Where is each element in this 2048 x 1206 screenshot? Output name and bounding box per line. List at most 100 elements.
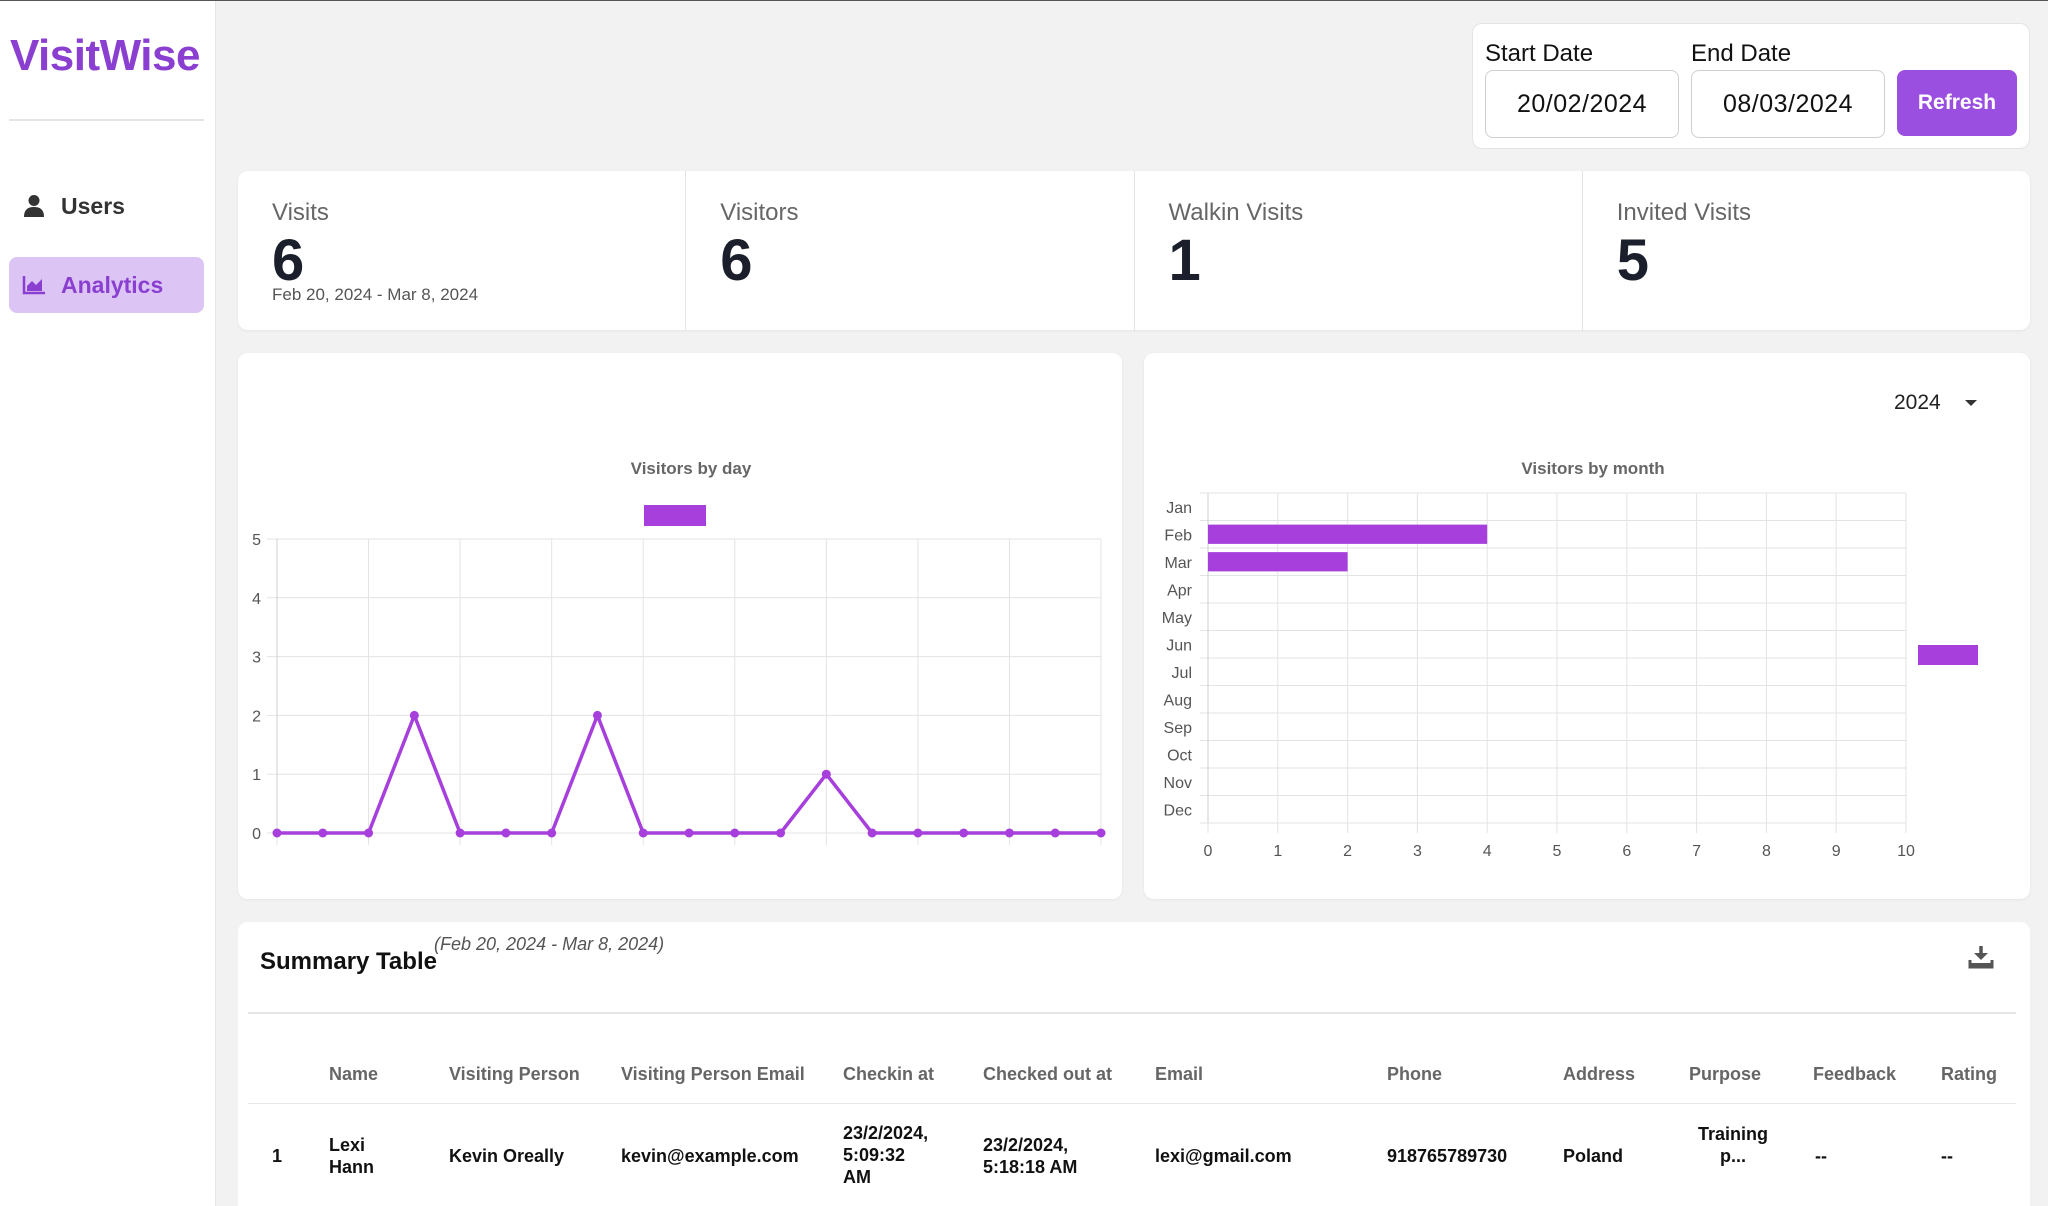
cell-visiting-person-email: kevin@example.com xyxy=(621,1146,799,1166)
data-point xyxy=(776,828,786,838)
stat-visitors: Visitors 6 xyxy=(686,171,1135,330)
stat-visits: Visits 6 Feb 20, 2024 - Mar 8, 2024 xyxy=(238,171,687,330)
column-header-rating[interactable]: Rating xyxy=(1941,1064,1997,1084)
y-tick-label: Oct xyxy=(1167,747,1192,764)
legend-swatch xyxy=(1918,645,1978,665)
y-tick-label: Jul xyxy=(1172,665,1192,682)
y-tick-label: Mar xyxy=(1164,555,1192,572)
data-point xyxy=(867,828,877,838)
stat-label: Walkin Visits xyxy=(1168,199,1304,226)
stats-bar: Visits 6 Feb 20, 2024 - Mar 8, 2024 Visi… xyxy=(238,171,2030,330)
cell-checkout-line: 23/2/2024, xyxy=(983,1135,1069,1155)
stat-label: Visitors xyxy=(720,199,799,226)
cell-checkin-at: 23/2/2024, 5:09:32 AM xyxy=(843,1122,928,1188)
column-header-phone[interactable]: Phone xyxy=(1387,1064,1443,1084)
data-point xyxy=(501,828,511,838)
data-point xyxy=(1050,828,1060,838)
data-point xyxy=(684,828,694,838)
cell-feedback: -- xyxy=(1815,1146,1827,1166)
data-point xyxy=(638,828,648,838)
y-tick-label: Jun xyxy=(1166,637,1192,654)
data-point xyxy=(364,828,374,838)
cell-address: Poland xyxy=(1563,1146,1624,1166)
end-date-label: End Date xyxy=(1691,40,1792,67)
data-point xyxy=(409,710,419,720)
start-date-label: Start Date xyxy=(1485,40,1594,67)
divider xyxy=(248,1103,2016,1104)
cell-visiting-person: Kevin Oreally xyxy=(449,1146,565,1166)
column-header-purpose[interactable]: Purpose xyxy=(1689,1064,1762,1084)
y-tick-label: Dec xyxy=(1164,802,1192,819)
data-point xyxy=(547,828,557,838)
visitors-by-month-card: 2024 Visitors by month 0 1 2 3 4 5 6 7 8 9 10 Jan Feb… xyxy=(1144,353,2030,899)
visitors-by-day-chart: Visitors by day 0 1 2 3 4 5 xyxy=(252,459,1106,845)
legend-swatch xyxy=(644,505,706,526)
stat-value: 1 xyxy=(1168,228,1201,293)
x-tick-label: 0 xyxy=(1204,843,1213,860)
end-date-input[interactable] xyxy=(1691,70,1885,138)
y-tick-label: Nov xyxy=(1164,775,1192,792)
data-point xyxy=(318,828,328,838)
stat-value: 6 xyxy=(272,228,305,293)
bar xyxy=(1208,524,1488,544)
stat-value: 5 xyxy=(1616,228,1650,293)
sidebar-item-label: Analytics xyxy=(61,271,164,298)
data-point xyxy=(821,769,831,779)
data-point xyxy=(592,710,602,720)
x-tick-label: 5 xyxy=(1553,843,1562,860)
summary-table-card: Summary Table (Feb 20, 2024 - Mar 8, 202… xyxy=(238,922,2030,1206)
x-tick-label: 8 xyxy=(1762,843,1771,860)
data-point xyxy=(730,828,740,838)
stat-invited-visits: Invited Visits 5 xyxy=(1583,171,2030,330)
download-icon[interactable] xyxy=(1968,944,1994,970)
data-point xyxy=(1004,828,1014,838)
x-tick-label: 3 xyxy=(1413,843,1422,860)
stat-walkin-visits: Walkin Visits 1 xyxy=(1135,171,1583,330)
sidebar-item-users[interactable]: Users xyxy=(9,178,204,234)
x-tick-label: 6 xyxy=(1622,843,1631,860)
year-select-value: 2024 xyxy=(1894,391,1941,414)
data-point xyxy=(913,828,923,838)
bar xyxy=(1208,552,1348,572)
cell-phone: 918765789730 xyxy=(1387,1146,1508,1166)
data-point xyxy=(1096,828,1106,838)
refresh-button[interactable]: Refresh xyxy=(1897,70,2017,136)
y-tick-label: Aug xyxy=(1164,692,1192,709)
y-tick-label: 2 xyxy=(252,708,261,725)
column-header-checked-out-at[interactable]: Checked out at xyxy=(983,1064,1113,1084)
visitors-by-month-chart: Visitors by month 0 1 2 3 4 5 6 7 8 9 10 Jan Feb Mar Ap… xyxy=(1162,459,1978,860)
column-header-checkin-at[interactable]: Checkin at xyxy=(843,1064,935,1084)
column-header-name[interactable]: Name xyxy=(329,1064,379,1084)
start-date-input[interactable] xyxy=(1485,70,1679,138)
cell-rating: -- xyxy=(1941,1146,1953,1166)
y-tick-label: Sep xyxy=(1164,720,1193,737)
cell-checkout-line: 5:18:18 AM xyxy=(983,1157,1078,1177)
sidebar: VisitWise Users Analytics xyxy=(0,1,216,1206)
sidebar-item-analytics[interactable]: Analytics xyxy=(9,257,204,313)
cell-purpose-line: Training xyxy=(1697,1124,1768,1144)
column-header-feedback[interactable]: Feedback xyxy=(1813,1064,1897,1084)
column-header-visiting-person-email[interactable]: Visiting Person Email xyxy=(621,1064,805,1084)
area-chart-icon xyxy=(21,272,47,298)
cell-checked-out-at: 23/2/2024, 5:18:18 AM xyxy=(983,1134,1077,1178)
x-tick-label: 10 xyxy=(1897,843,1915,860)
y-tick-label: 4 xyxy=(252,591,261,608)
year-select[interactable]: 2024 xyxy=(1894,385,2004,421)
app-logo[interactable]: VisitWise xyxy=(10,31,200,80)
chart-title: Visitors by month xyxy=(1521,459,1664,478)
chart-title: Visitors by day xyxy=(631,459,752,478)
column-header-email[interactable]: Email xyxy=(1155,1064,1204,1084)
cell-checkin-line: 5:09:32 xyxy=(843,1145,906,1165)
y-tick-label: May xyxy=(1162,610,1192,627)
visitors-by-day-card: Visitors by day 0 1 2 3 4 5 xyxy=(238,353,1122,899)
divider xyxy=(248,1012,2016,1014)
y-tick-label: Jan xyxy=(1166,500,1192,517)
x-tick-label: 4 xyxy=(1483,843,1492,860)
y-tick-label: 0 xyxy=(252,826,261,843)
stat-label: Visits xyxy=(272,199,329,226)
x-tick-label: 1 xyxy=(1273,843,1282,860)
column-header-address[interactable]: Address xyxy=(1563,1064,1636,1084)
y-tick-label: 1 xyxy=(252,767,261,784)
column-header-visiting-person[interactable]: Visiting Person xyxy=(449,1064,580,1084)
cell-name-line: Lexi xyxy=(329,1135,366,1155)
